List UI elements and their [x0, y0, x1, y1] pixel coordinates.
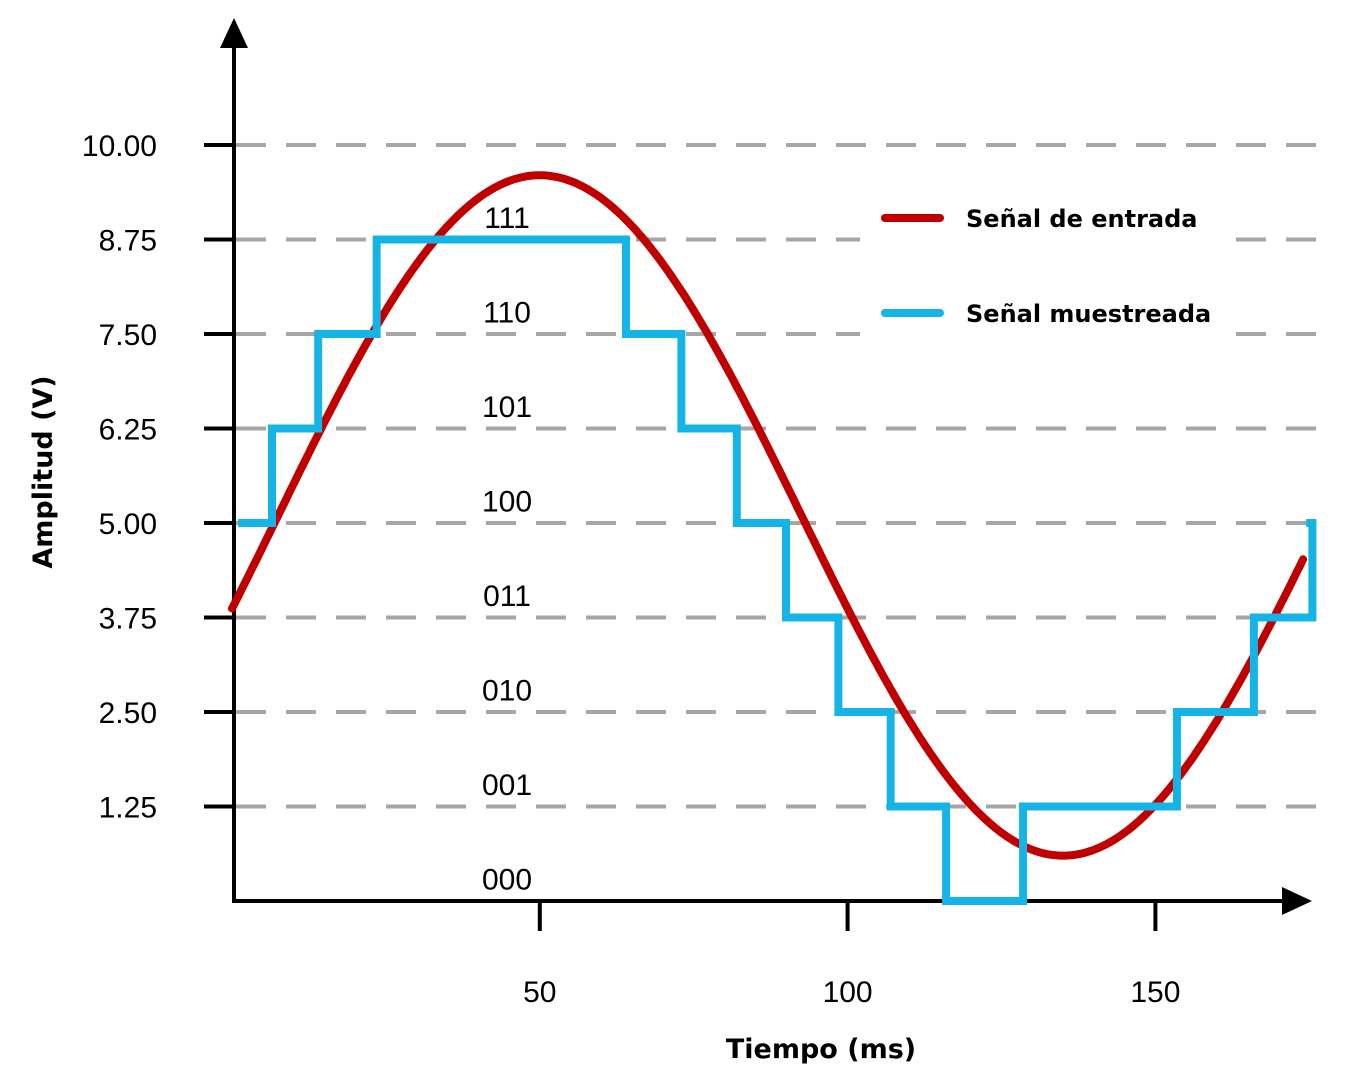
- legend-label-input: Señal de entrada: [966, 205, 1197, 233]
- y-tick-label: 1.25: [99, 792, 157, 825]
- y-tick-label: 3.75: [99, 603, 157, 636]
- legend-label-sampled: Señal muestreada: [966, 300, 1211, 328]
- code-label: 000: [482, 863, 532, 896]
- y-tick-label: 7.50: [99, 319, 157, 352]
- y-tick-label: 5.00: [99, 508, 157, 541]
- series: [228, 171, 1317, 905]
- axes: [220, 18, 1312, 915]
- x-tick-label: 50: [523, 976, 556, 1009]
- code-label: 111: [484, 202, 530, 235]
- y-tick-label: 6.25: [99, 414, 157, 447]
- code-label: 011: [483, 580, 531, 613]
- y-tick-label: 2.50: [99, 697, 157, 730]
- axis-ticks: 1.25 2.50 3.75 5.00 6.25 7.50 8.75 10.00 50 100 15…: [82, 130, 1181, 1009]
- quantization-code-labels: 000 001 010 011 100 101 110 111: [482, 202, 532, 897]
- code-label: 101: [482, 391, 532, 424]
- y-tick-label: 8.75: [99, 225, 157, 258]
- y-axis-title: Amplitud (V): [28, 375, 59, 568]
- code-label: 100: [482, 485, 532, 518]
- series-sampled-line: [238, 235, 1317, 905]
- series-input-line: [228, 171, 1308, 860]
- x-tick-label: 100: [823, 976, 873, 1009]
- code-label: 010: [482, 674, 532, 707]
- legend: Señal de entrada Señal muestreada: [881, 205, 1211, 328]
- x-tick-label: 150: [1130, 976, 1180, 1009]
- y-axis-arrow-icon: [220, 18, 248, 48]
- code-label: 001: [482, 769, 532, 802]
- x-axis-title: Tiempo (ms): [726, 1034, 916, 1065]
- code-label: 110: [483, 296, 531, 329]
- x-axis-arrow-icon: [1282, 887, 1312, 915]
- y-tick-label: 10.00: [82, 130, 157, 163]
